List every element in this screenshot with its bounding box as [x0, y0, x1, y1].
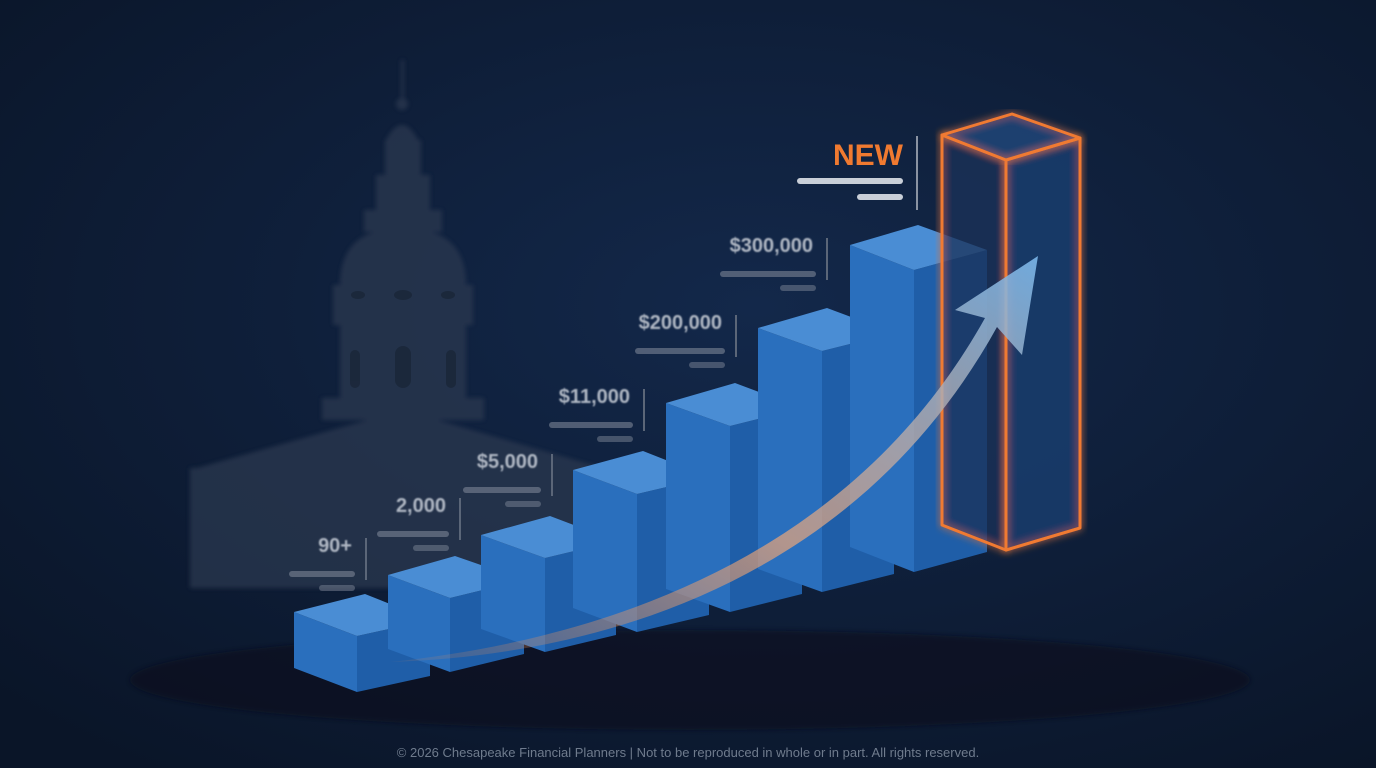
outline-top: [940, 112, 1082, 162]
value-label: $11,000: [559, 386, 630, 408]
footer: © 2026 Chesapeake Financial Planners | N…: [397, 745, 979, 760]
bar-front: [850, 245, 914, 572]
capitol-windows: [350, 290, 456, 388]
value-label: $200,000: [639, 312, 722, 334]
value-label: 2,000: [396, 495, 446, 517]
value-label: $5,000: [477, 451, 538, 473]
growth-arrow: [390, 256, 1038, 662]
labels: 90+ 2,000 $5,000 $11,000 $200,000 $300,000 NEW: [289, 136, 918, 591]
bar-front: [666, 403, 730, 612]
value-label: 90+: [318, 535, 352, 557]
bar-front: [573, 470, 637, 632]
bar-front: [294, 612, 357, 692]
new-label: NEW: [833, 139, 904, 172]
bar-front: [481, 535, 545, 652]
capitol-silhouette: [190, 60, 610, 588]
arrow: [390, 256, 1038, 662]
bar-front: [388, 575, 450, 672]
value-label: $300,000: [730, 235, 813, 257]
